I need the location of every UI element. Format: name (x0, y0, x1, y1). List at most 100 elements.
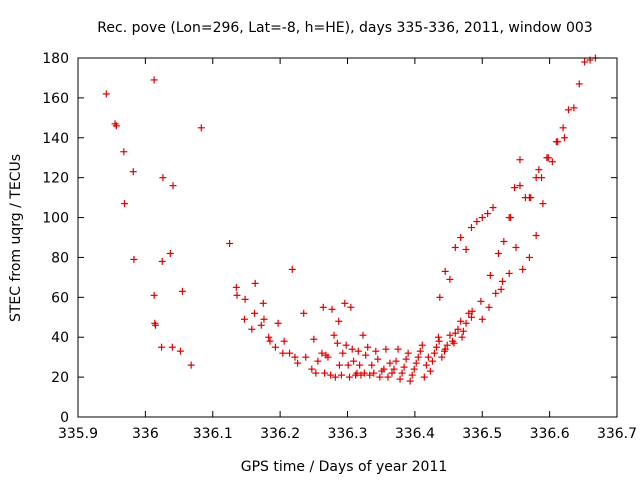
y-axis-label: STEC from uqrg / TECUs (8, 154, 24, 322)
data-point (458, 333, 466, 341)
data-point (166, 249, 174, 257)
data-point (158, 343, 166, 351)
data-point (505, 269, 513, 277)
data-point (348, 345, 356, 353)
data-point (388, 369, 396, 377)
data-point (396, 375, 404, 383)
x-tick-label: 335.9 (58, 426, 98, 442)
x-tick-label: 336.1 (193, 426, 233, 442)
data-point (485, 303, 493, 311)
data-point (260, 315, 268, 323)
data-point (344, 361, 352, 369)
data-point (544, 154, 552, 162)
data-point (240, 315, 248, 323)
data-point (516, 156, 524, 164)
y-tick-label: 80 (51, 250, 69, 266)
data-point (368, 361, 376, 369)
data-point (314, 357, 322, 365)
y-tick-label: 160 (42, 91, 69, 107)
data-point (412, 359, 420, 367)
data-point (266, 337, 274, 345)
data-point (446, 331, 454, 339)
data-point (308, 365, 316, 373)
data-point (158, 257, 166, 265)
data-point (477, 297, 485, 305)
x-tick-label: 336.5 (462, 426, 502, 442)
data-point (552, 138, 560, 146)
data-point (370, 369, 378, 377)
data-point (347, 303, 355, 311)
y-tick-label: 0 (60, 410, 69, 426)
data-point (434, 333, 442, 341)
data-point (151, 321, 159, 329)
data-point (178, 287, 186, 295)
y-tick-label: 140 (42, 131, 69, 147)
data-point (450, 339, 458, 347)
data-point (497, 285, 505, 293)
data-point (187, 361, 195, 369)
data-point (333, 339, 341, 347)
data-point (384, 373, 392, 381)
data-point (410, 365, 418, 373)
data-point (386, 359, 394, 367)
data-point (430, 349, 438, 357)
data-point (512, 243, 520, 251)
data-point (394, 345, 402, 353)
data-point (468, 307, 476, 315)
data-point (265, 333, 273, 341)
data-point (559, 124, 567, 132)
data-point (390, 365, 398, 373)
data-point (500, 237, 508, 245)
data-point (498, 277, 506, 285)
x-tick-label: 336.6 (530, 426, 570, 442)
data-point (435, 337, 443, 345)
data-point (404, 349, 412, 357)
data-point (321, 369, 329, 377)
data-point (259, 299, 267, 307)
data-point (525, 194, 533, 202)
data-point (346, 373, 354, 381)
data-point (457, 317, 465, 325)
data-point (280, 337, 288, 345)
data-point (459, 327, 467, 335)
y-tick-label: 180 (42, 51, 69, 67)
y-tick-label: 60 (51, 290, 69, 306)
chart-title: Rec. pove (Lon=296, Lat=-8, h=HE), days … (97, 20, 592, 36)
data-point (319, 303, 327, 311)
data-point (102, 90, 110, 98)
data-point (150, 291, 158, 299)
data-point (457, 234, 465, 241)
data-point (359, 331, 367, 339)
data-point (484, 210, 492, 218)
data-point (232, 283, 240, 291)
data-point (416, 347, 424, 355)
data-point (168, 343, 176, 351)
data-point (473, 218, 481, 226)
data-point (288, 265, 296, 273)
data-point (398, 369, 406, 377)
plot-frame (77, 57, 618, 418)
data-point (462, 245, 470, 253)
data-point (130, 255, 138, 263)
data-point (478, 214, 486, 222)
data-point (519, 265, 527, 273)
data-point (525, 253, 533, 261)
data-point (414, 353, 422, 361)
data-point (451, 329, 459, 337)
data-point (129, 168, 137, 176)
data-point (248, 325, 256, 333)
data-point (339, 349, 347, 357)
data-point (302, 353, 310, 361)
data-point (350, 357, 358, 365)
data-point (257, 321, 265, 329)
data-point (241, 295, 249, 303)
data-point (443, 341, 451, 349)
data-point (310, 335, 318, 343)
data-point (366, 371, 374, 379)
data-point (294, 359, 302, 367)
data-point (312, 369, 320, 377)
data-point (441, 267, 449, 275)
data-point (331, 373, 339, 381)
